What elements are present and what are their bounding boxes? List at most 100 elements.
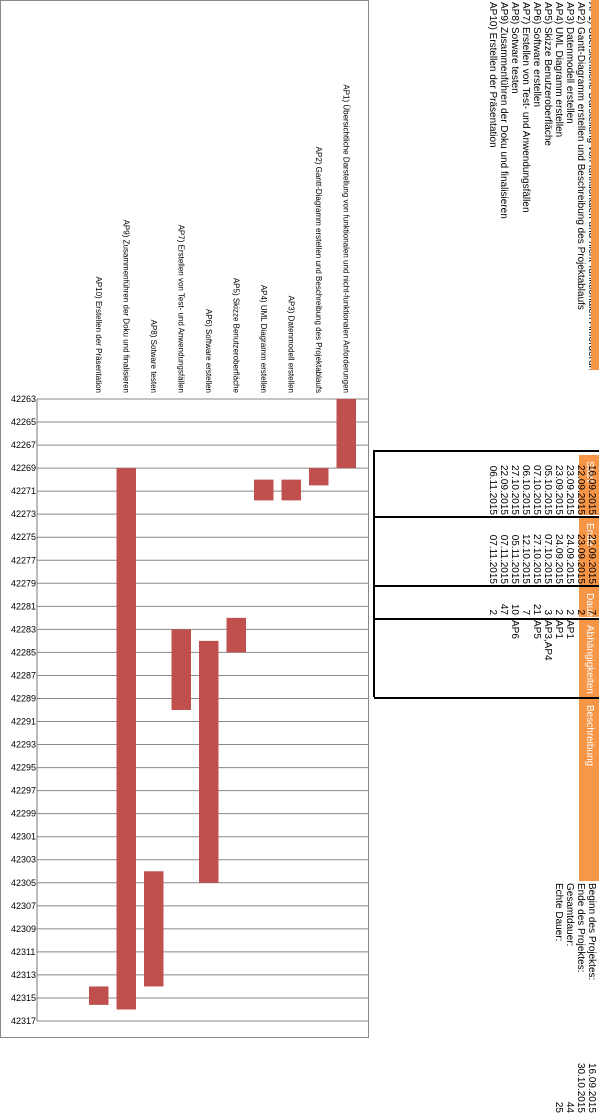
- dependency-4: AP1: [553, 620, 564, 639]
- tick-label: 42269: [11, 463, 36, 473]
- dependency-3: AP1: [564, 620, 575, 639]
- dependency-2: [575, 620, 586, 695]
- tick-label: 42273: [11, 509, 36, 519]
- dependency-5: AP3,AP4: [542, 620, 553, 661]
- info-label-total: Gesamtdauer:: [564, 883, 575, 947]
- tick-label: 42301: [11, 832, 36, 842]
- column-divider: [374, 450, 599, 452]
- end-date-2: 23.09.2015: [575, 533, 586, 584]
- end-date-1: 22.09.2015: [586, 533, 597, 584]
- task-name-4: AP4) UML Diagramm erstellen: [553, 2, 564, 138]
- gantt-bar-6: [199, 640, 219, 883]
- header-beschreibung: Beschreibung: [579, 699, 599, 881]
- category-label-9: AP9) Zusammenführen der Doku und finalis…: [121, 220, 130, 393]
- tick-label: 42299: [11, 809, 36, 819]
- tick-label: 42267: [11, 440, 36, 450]
- category-label-8: AP8) Sotware testen: [149, 320, 158, 393]
- task-name-column: AP1) Übersichtliche Darstellung von funk…: [439, 0, 599, 370]
- dependency-7: [520, 620, 531, 695]
- task-name-2: AP2) Gantt-Diagramm erstellen und Beschr…: [575, 2, 586, 310]
- tick-label: 42283: [11, 624, 36, 634]
- dependency-9: [498, 620, 509, 695]
- tick-label: 42313: [11, 970, 36, 980]
- end-date-4: 24.09.2015: [553, 533, 564, 584]
- column-rule: [373, 618, 375, 697]
- gantt-bar-5: [226, 617, 246, 653]
- task-name-9: AP9) Zusammenführen der Doku und finalis…: [498, 2, 509, 219]
- category-label-4: AP4) UML Diagramm erstellen: [259, 285, 268, 393]
- tick-label: 42289: [11, 693, 36, 703]
- task-name-8: AP8) Sotware testen: [509, 2, 520, 94]
- duration-5: 3: [542, 609, 553, 615]
- tick-label: 42263: [11, 394, 36, 404]
- category-label-5: AP5) Skizze Benutzeroberfläche: [231, 278, 240, 394]
- end-date-10: 07.11.2015: [487, 534, 498, 584]
- duration-2: 2: [575, 609, 586, 615]
- gantt-bar-3: [281, 479, 301, 501]
- task-name-7: AP7) Erstellen von Test- und Anwendungsf…: [520, 2, 531, 213]
- column-rule: [373, 585, 375, 618]
- gantt-bar-4: [254, 479, 274, 501]
- duration-7: 7: [520, 609, 531, 615]
- category-label-10: AP10) Erstellen der Präsentation: [94, 276, 103, 393]
- gantt-chart: 42263 42265 42267 42269 42271 42273 42275 42277…: [0, 0, 369, 1038]
- gantt-bar-8: [144, 871, 164, 987]
- task-name-10: AP10) Erstellen der Präsentation: [487, 2, 498, 148]
- info-value-begin: 16.09.2015: [586, 1062, 597, 1113]
- category-label-1: AP1) Übersichtliche Darstellung von funk…: [341, 84, 350, 393]
- info-value-end: 30.10.2015: [575, 1062, 586, 1113]
- tick-label: 42281: [11, 601, 36, 611]
- column-rule: [373, 450, 375, 516]
- duration-3: 2: [564, 609, 575, 615]
- tick-label: 42271: [11, 486, 36, 496]
- end-date-6: 27.10.2015: [531, 533, 542, 584]
- tick-label: 42311: [11, 947, 35, 957]
- tick-label: 42285: [11, 647, 36, 657]
- gantt-bar-2: [309, 468, 329, 486]
- category-label-2: AP2) Gantt-Diagramm erstellen und Beschr…: [314, 147, 323, 393]
- tick-label: 42307: [11, 901, 36, 911]
- info-label-end: Ende des Projektes:: [575, 883, 586, 973]
- gantt-bar-9: [116, 468, 136, 1010]
- category-label-7: AP7) Erstellen von Test- und Anwendungsf…: [176, 225, 185, 393]
- task-name-6: AP6) Software erstellen: [531, 2, 542, 108]
- end-date-7: 12.10.2015: [520, 533, 531, 584]
- info-value-total: 44: [564, 1101, 575, 1113]
- start-date-7: 06.10.2015: [520, 464, 531, 515]
- info-value-real: 25: [553, 1101, 564, 1113]
- gantt-chart-svg: 42263 42265 42267 42269 42271 42273 42275 42277…: [11, 84, 368, 1026]
- duration-8: 10: [509, 603, 520, 615]
- task-name-3: AP3) Datenmodell erstellen: [564, 2, 575, 124]
- tick-label: 42293: [11, 740, 36, 750]
- start-date-2: 22.09.2015: [575, 464, 586, 515]
- start-date-10: 06.11.2015: [487, 465, 498, 515]
- gantt-bar-7: [171, 629, 191, 710]
- tick-label: 42295: [11, 763, 36, 773]
- category-label-3: AP3) Datenmodell erstellen: [286, 296, 295, 393]
- end-date-9: 07.11.2015: [498, 534, 509, 584]
- tick-label: 42287: [11, 670, 36, 680]
- dependency-8: AP6: [509, 620, 520, 639]
- dependency-6: AP5: [531, 620, 542, 639]
- dependency-1: [586, 620, 597, 695]
- end-date-5: 07.10.2015: [542, 533, 553, 584]
- dependency-10: [487, 620, 498, 695]
- start-date-4: 23.09.2015: [553, 464, 564, 515]
- duration-9: 47: [498, 603, 509, 615]
- start-date-1: 16.09.2015: [586, 464, 597, 515]
- tick-label: 42265: [11, 417, 36, 427]
- start-date-8: 27.10.2015: [509, 464, 520, 515]
- start-date-9: 22.09.2015: [498, 464, 509, 515]
- column-divider: [374, 697, 599, 699]
- tick-label: 42315: [11, 993, 36, 1003]
- end-date-8: 05.11.2015: [509, 534, 520, 584]
- category-label-6: AP6) Software erstellen: [204, 309, 213, 393]
- tick-label: 42305: [11, 878, 36, 888]
- tick-label: 42297: [11, 786, 36, 796]
- start-date-6: 07.10.2015: [531, 464, 542, 515]
- duration-1: 7: [586, 609, 597, 615]
- end-date-3: 24.09.2015: [564, 533, 575, 584]
- project-info-labels: Beginn des Projektes: Ende des Projektes…: [537, 883, 597, 993]
